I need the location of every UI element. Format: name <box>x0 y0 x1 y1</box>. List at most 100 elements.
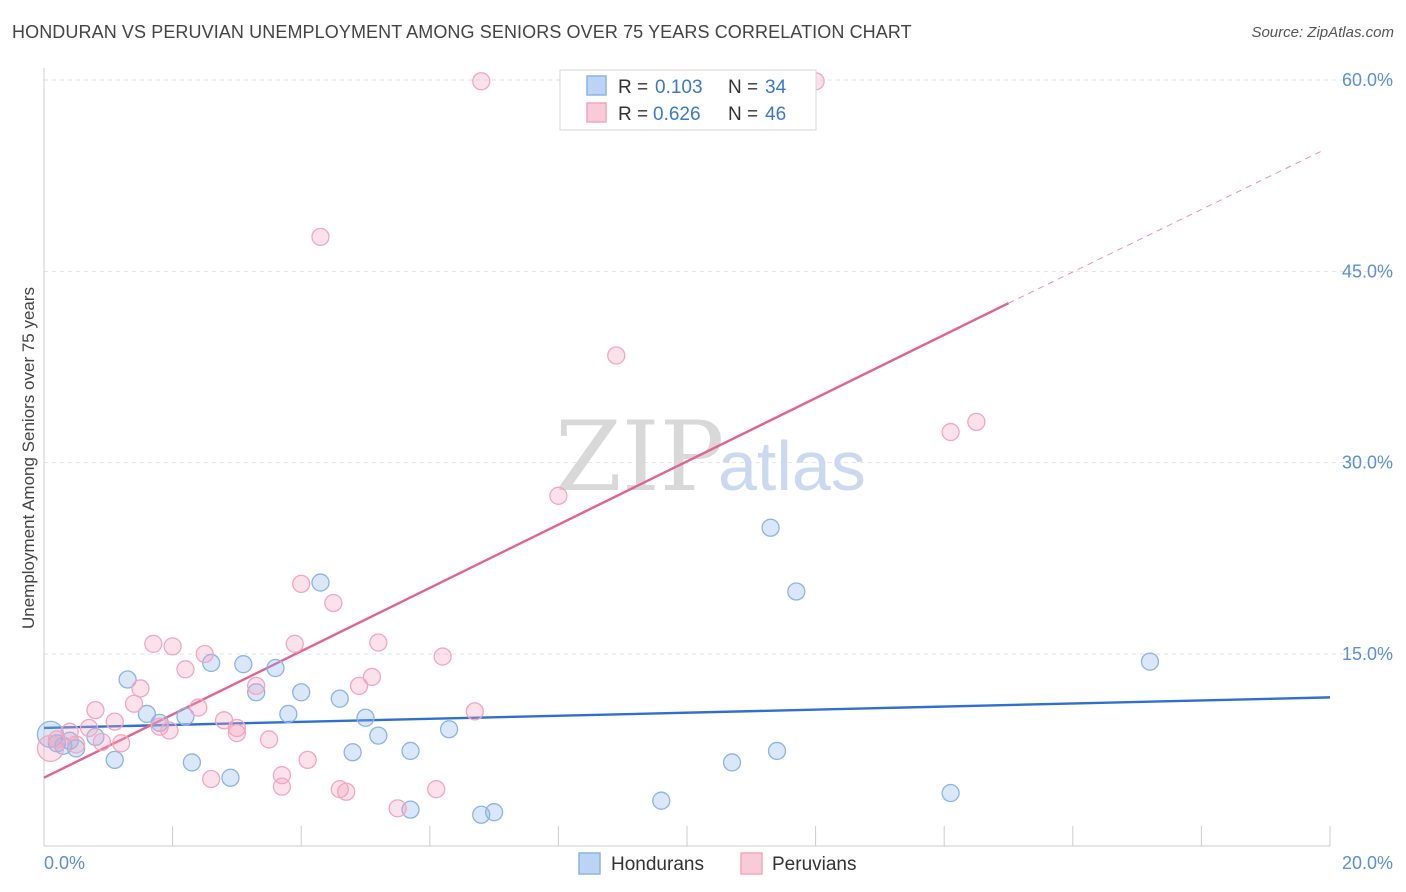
peruvian-point <box>427 780 446 799</box>
peruvian-point <box>124 694 144 713</box>
series-legend-peruvians: Peruvians <box>772 854 857 875</box>
peruvian-point <box>292 574 311 593</box>
peruvian-point <box>144 634 163 653</box>
watermark: ZIP atlas <box>555 401 866 513</box>
honduran-point <box>1140 652 1160 671</box>
honduran-point <box>105 750 124 770</box>
honduran-point <box>292 683 311 702</box>
x-tick-label: 20.0% <box>1342 853 1393 873</box>
peruvian-point <box>472 72 491 91</box>
peruvian-point <box>349 676 369 696</box>
peruvian-point <box>86 700 105 720</box>
y-tick-label: 60.0% <box>1342 70 1393 90</box>
peruvian-point <box>388 799 407 818</box>
peruvian-point <box>465 702 484 721</box>
peruvian-point <box>67 735 86 754</box>
stats-legend: R = 0.103 N = 34 R = 0.626 N = 46 <box>559 69 817 131</box>
series-legend-swatch-hondurans <box>578 852 601 875</box>
y-axis-label: Unemployment Among Seniors over 75 years <box>19 287 38 629</box>
legend-r-peruvians: 0.626 <box>653 104 701 125</box>
trend-lines <box>43 149 1331 779</box>
peruvian-point <box>189 698 208 717</box>
peruvian-point <box>79 718 99 738</box>
series-legend: Hondurans Peruvians <box>578 852 857 875</box>
peruvian-point <box>92 732 112 752</box>
honduran-point <box>118 670 137 689</box>
peruvian-point <box>607 346 626 365</box>
legend-r-hondurans: 0.103 <box>655 77 703 98</box>
peruvian-point <box>36 734 65 763</box>
y-tick-label: 45.0% <box>1342 261 1393 281</box>
watermark-zip: ZIP <box>555 401 724 513</box>
y-tick-label: 15.0% <box>1342 644 1393 664</box>
peruvian-point <box>369 633 388 652</box>
y-tick-label: 30.0% <box>1342 453 1393 473</box>
honduran-point <box>202 653 221 673</box>
peruvian-point <box>247 676 266 696</box>
watermark-atlas: atlas <box>718 427 866 505</box>
honduran-point <box>722 753 742 772</box>
legend-n-peruvians: 46 <box>765 104 786 125</box>
honduran-point <box>221 768 240 787</box>
honduran-point <box>330 689 349 708</box>
legend-swatch-peruvians <box>586 102 607 123</box>
peruvian-point <box>112 734 131 753</box>
honduran-point <box>266 658 285 678</box>
honduran-point <box>787 582 806 601</box>
peruvian-point <box>202 769 221 789</box>
honduran-point <box>176 707 195 726</box>
honduran-point <box>439 720 459 739</box>
honduran-point <box>484 803 504 822</box>
peruvian-point <box>433 647 452 666</box>
peruvian-point <box>227 723 247 743</box>
peruvian-point <box>311 227 330 247</box>
peruvian-point <box>272 777 292 796</box>
peruvian-trend-line <box>43 302 1010 779</box>
honduran-point <box>279 704 298 724</box>
gridlines <box>44 79 1392 655</box>
peruvian-point <box>362 667 382 687</box>
honduran-point <box>652 791 671 810</box>
peruvian-point <box>941 422 960 442</box>
peruvian-point <box>337 782 356 801</box>
peruvian-point <box>549 486 568 505</box>
peruvian-point <box>227 718 247 738</box>
honduran-point <box>941 783 960 803</box>
peruvian-point <box>259 730 279 749</box>
peruvian-point <box>163 637 182 656</box>
honduran-point <box>369 726 388 745</box>
legend-swatch-hondurans <box>586 75 607 96</box>
peruvian-point <box>298 750 317 770</box>
peruvian-point <box>176 660 195 679</box>
peruvian-point <box>967 412 986 431</box>
honduran-point <box>247 683 266 702</box>
peruvian-point <box>324 593 343 613</box>
peruvian-point <box>285 634 304 653</box>
honduran-point <box>343 743 362 762</box>
honduran-point <box>356 708 375 727</box>
peruvian-point <box>105 712 124 731</box>
honduran-point <box>761 518 780 537</box>
peruvian-point <box>160 721 179 740</box>
axes <box>43 68 1331 847</box>
chart-source: Source: ZipAtlas.com <box>1251 24 1394 41</box>
legend-n-label: N = <box>728 104 758 125</box>
honduran-trend-line <box>43 696 1331 730</box>
series-legend-swatch-peruvians <box>740 852 763 875</box>
series-legend-hondurans: Hondurans <box>611 854 704 875</box>
legend-n-hondurans: 34 <box>765 77 787 98</box>
peruvian-trend-extension <box>1008 149 1324 304</box>
honduran-point <box>182 753 202 772</box>
chart-title: HONDURAN VS PERUVIAN UNEMPLOYMENT AMONG … <box>12 22 912 42</box>
legend-r-label: R = <box>618 104 648 125</box>
peruvian-point <box>195 644 214 664</box>
honduran-point <box>401 741 420 761</box>
tick-labels: 15.0% 30.0% 45.0% 60.0% 0.0% 20.0% <box>44 70 1393 873</box>
honduran-point <box>137 704 157 724</box>
legend-n-label: N = <box>728 77 758 98</box>
peruvian-point <box>131 679 150 698</box>
legend-r-label: R = <box>618 77 648 98</box>
honduran-point <box>311 573 330 592</box>
data-points <box>36 72 1160 824</box>
